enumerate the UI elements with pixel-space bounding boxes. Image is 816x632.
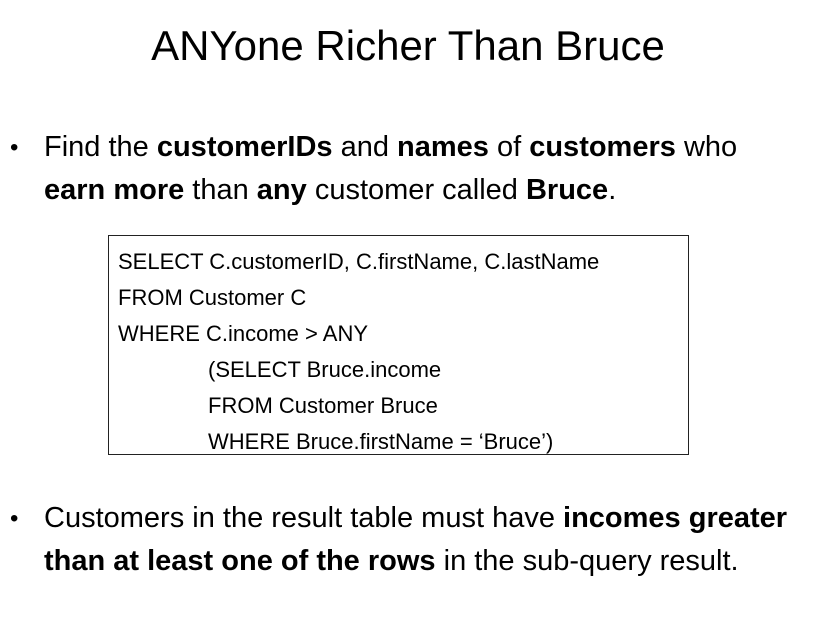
- sql-line: FROM Customer Bruce: [208, 393, 438, 418]
- text-run: customer called: [306, 174, 526, 206]
- sql-code-box: SELECT C.customerID, C.firstName, C.last…: [108, 235, 689, 455]
- bold-text-run: Bruce: [525, 174, 609, 206]
- sql-line: SELECT C.customerID, C.firstName, C.last…: [118, 249, 600, 274]
- text-run: Customers in the result table must have: [44, 502, 564, 534]
- text-run: .: [608, 174, 617, 206]
- bullet-icon: •: [10, 134, 19, 161]
- text-run: and: [332, 131, 398, 163]
- text-run: of: [488, 131, 530, 163]
- bold-text-run: any: [256, 174, 307, 206]
- bold-text-run: customerIDs: [156, 131, 333, 163]
- bold-text-run: incomes greater than at least one of the…: [44, 502, 788, 577]
- text-run: who: [675, 131, 738, 163]
- sql-line: (SELECT Bruce.income: [208, 357, 442, 382]
- slide-title: ANYone Richer Than Bruce: [151, 22, 665, 69]
- sql-line: WHERE Bruce.firstName = ‘Bruce’): [208, 429, 554, 454]
- bold-text-run: customers: [529, 131, 676, 163]
- text-run: in the sub-query result.: [435, 545, 739, 577]
- sql-line: WHERE C.income > ANY: [118, 321, 369, 346]
- bold-text-run: earn more: [44, 174, 185, 206]
- text-run: than: [184, 174, 257, 206]
- bold-text-run: names: [397, 131, 489, 163]
- sql-line: FROM Customer C: [118, 285, 307, 310]
- bullet-text: Customers in the result table must have …: [44, 497, 804, 583]
- bullet-icon: •: [10, 505, 19, 532]
- bullet-text: Find the customerIDs and names of custom…: [44, 126, 804, 212]
- text-run: Find the: [44, 131, 157, 163]
